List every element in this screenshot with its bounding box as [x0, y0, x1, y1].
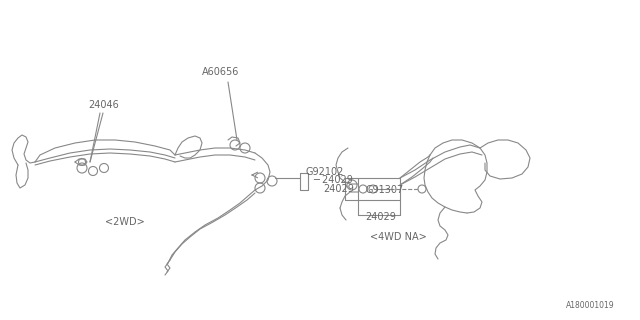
- Text: <2WD>: <2WD>: [105, 217, 145, 227]
- Text: 24029: 24029: [323, 184, 354, 194]
- Text: G91307: G91307: [365, 185, 403, 195]
- Text: G92102: G92102: [305, 167, 344, 177]
- Text: 24046: 24046: [88, 100, 119, 110]
- Text: <4WD NA>: <4WD NA>: [370, 232, 427, 242]
- Text: A180001019: A180001019: [566, 301, 615, 310]
- Text: A60656: A60656: [202, 67, 239, 77]
- Text: ─ 24029: ─ 24029: [313, 175, 353, 185]
- Text: 24029: 24029: [365, 212, 396, 222]
